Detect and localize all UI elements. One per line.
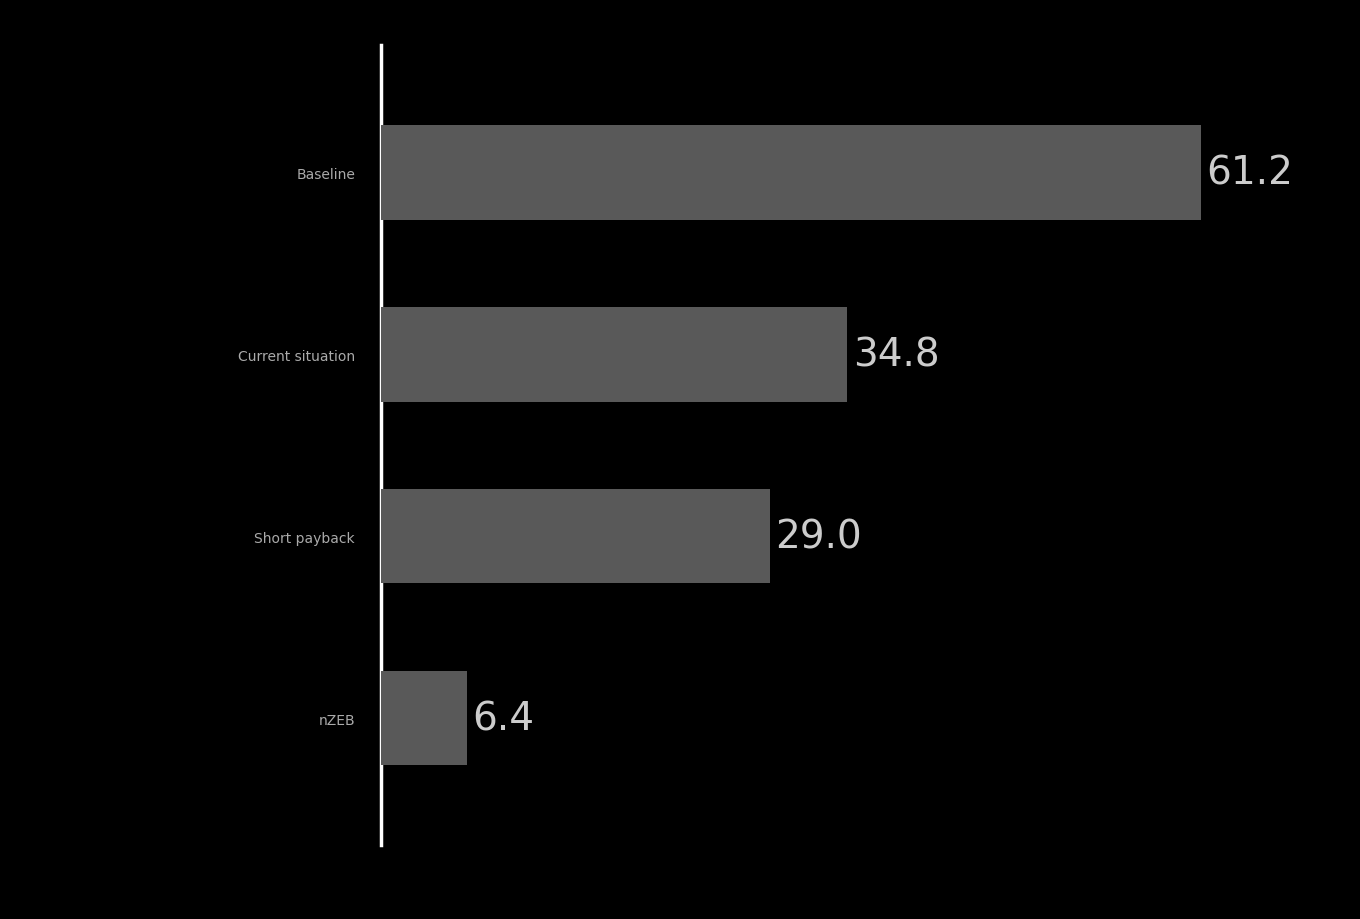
Bar — [381, 126, 1201, 221]
Bar — [381, 489, 770, 584]
Text: 34.8: 34.8 — [853, 335, 940, 374]
Bar — [381, 671, 466, 766]
Text: 29.0: 29.0 — [775, 517, 862, 556]
Text: 61.2: 61.2 — [1206, 154, 1293, 192]
Text: 6.4: 6.4 — [472, 699, 534, 737]
Bar — [381, 308, 847, 403]
